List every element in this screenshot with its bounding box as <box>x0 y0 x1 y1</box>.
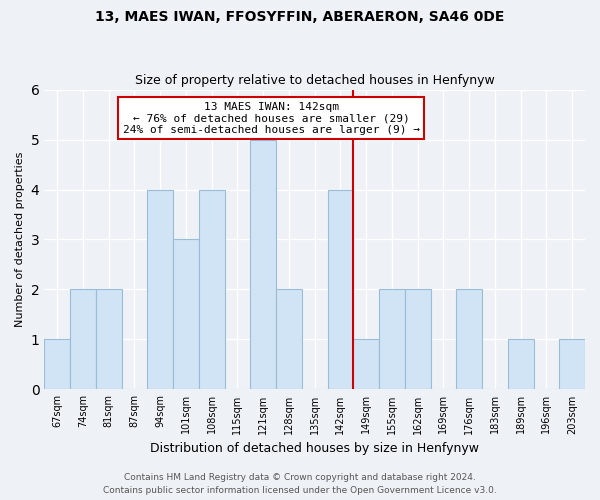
Bar <box>276 290 302 390</box>
X-axis label: Distribution of detached houses by size in Henfynyw: Distribution of detached houses by size … <box>150 442 479 455</box>
Bar <box>379 290 405 390</box>
Bar <box>173 240 199 390</box>
Bar <box>70 290 96 390</box>
Text: 13 MAES IWAN: 142sqm
← 76% of detached houses are smaller (29)
24% of semi-detac: 13 MAES IWAN: 142sqm ← 76% of detached h… <box>123 102 420 135</box>
Bar <box>147 190 173 390</box>
Bar <box>44 340 70 390</box>
Bar <box>559 340 585 390</box>
Bar <box>96 290 122 390</box>
Bar <box>199 190 224 390</box>
Y-axis label: Number of detached properties: Number of detached properties <box>15 152 25 327</box>
Text: Contains HM Land Registry data © Crown copyright and database right 2024.
Contai: Contains HM Land Registry data © Crown c… <box>103 474 497 495</box>
Bar <box>456 290 482 390</box>
Bar <box>250 140 276 390</box>
Bar <box>405 290 431 390</box>
Title: Size of property relative to detached houses in Henfynyw: Size of property relative to detached ho… <box>135 74 494 87</box>
Bar <box>328 190 353 390</box>
Text: 13, MAES IWAN, FFOSYFFIN, ABERAERON, SA46 0DE: 13, MAES IWAN, FFOSYFFIN, ABERAERON, SA4… <box>95 10 505 24</box>
Bar <box>508 340 533 390</box>
Bar <box>353 340 379 390</box>
